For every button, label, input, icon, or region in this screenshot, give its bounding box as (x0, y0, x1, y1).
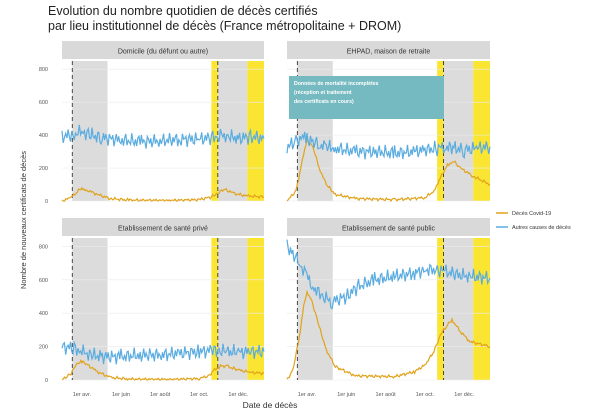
y-tick-label: 200 (39, 345, 48, 351)
legend-label: Décès Covid-19 (512, 211, 551, 217)
x-tick-label: 1er août (150, 392, 171, 398)
x-tick-label: 1er juin (337, 392, 355, 398)
y-tick-label: 600 (39, 100, 48, 106)
incomplete-data-shade (211, 238, 218, 380)
series-line-other (61, 340, 265, 365)
legend: Décès Covid-19 Autres causes de décès (496, 211, 571, 231)
y-tick-label: 400 (39, 133, 48, 139)
y-tick-label: 800 (39, 67, 48, 73)
x-axis-title: Date de décès (243, 400, 298, 410)
series-line-covid (286, 137, 491, 203)
panel-title: Etablissement de santé public (342, 226, 435, 233)
annotation-text: (réception et traitement (294, 90, 352, 96)
y-tick-label: 400 (39, 311, 48, 317)
incomplete-data-shade (473, 61, 490, 201)
x-tick-label: 1er avr. (298, 392, 317, 398)
incomplete-data-shade (437, 238, 444, 380)
panel-title: Domicile (du défunt ou autre) (118, 49, 208, 56)
incomplete-data-shade (437, 61, 444, 201)
incomplete-data-shade (247, 238, 264, 380)
x-tick-label: 1er août (376, 392, 397, 398)
panel-strip (62, 41, 264, 59)
series-line-other (286, 239, 491, 310)
panel-2: EHPAD, maison de retraite Données de mort… (286, 41, 491, 203)
incomplete-data-shade (247, 61, 264, 201)
lockdown-shade (72, 238, 108, 380)
panel-4: Etablissement de santé public 1er avr. 1er… (286, 218, 491, 398)
panel-strip (287, 218, 490, 236)
x-tick-label: 1er avr. (73, 392, 92, 398)
series-line-covid (61, 358, 265, 381)
x-tick-label: 1er déc. (454, 392, 474, 398)
series-line-covid (286, 289, 491, 380)
x-tick-label: 1er oct. (416, 392, 435, 398)
chart-subtitle: par lieu institutionnel de décès (France… (48, 19, 402, 33)
y-tick-label: 0 (45, 378, 48, 384)
series-line-other (286, 131, 491, 160)
panel-title: EHPAD, maison de retraite (347, 49, 431, 56)
panel-title: Etablissement de santé privé (118, 226, 208, 233)
lockdown-shade (217, 61, 248, 201)
series-line-other (61, 124, 265, 149)
lockdown-shade (72, 61, 108, 201)
panel-1: Domicile (du défunt ou autre) 0 200 400 600 8… (39, 41, 265, 205)
x-tick-label: 1er déc. (228, 392, 248, 398)
panel-3: Etablissement de santé privé 0 200 400 600 80… (39, 218, 265, 398)
incomplete-data-shade (473, 238, 490, 380)
lockdown-shade (297, 238, 333, 380)
y-tick-label: 200 (39, 166, 48, 172)
y-axis-title: Nombre de nouveaux certificats de décès (19, 151, 28, 289)
y-tick-label: 800 (39, 244, 48, 250)
panel-strip (62, 218, 264, 236)
series-line-covid (61, 186, 265, 202)
chart-title: Evolution du nombre quotidien de décès c… (48, 4, 318, 18)
panel-strip (287, 41, 490, 59)
annotation-text: Données de mortalité incomplètes (294, 81, 379, 87)
lockdown-shade (443, 238, 474, 380)
annotation-text: des certificats en cours) (294, 99, 354, 105)
incomplete-data-shade (211, 61, 218, 201)
annotation-box (289, 76, 444, 119)
x-tick-label: 1er oct. (190, 392, 209, 398)
chart-title-block: Evolution du nombre quotidien de décès c… (48, 4, 401, 34)
lockdown-shade (443, 61, 474, 201)
y-tick-label: 600 (39, 278, 48, 284)
x-tick-label: 1er juin (112, 392, 130, 398)
y-tick-label: 0 (45, 199, 48, 205)
legend-label: Autres causes de décès (512, 225, 571, 231)
